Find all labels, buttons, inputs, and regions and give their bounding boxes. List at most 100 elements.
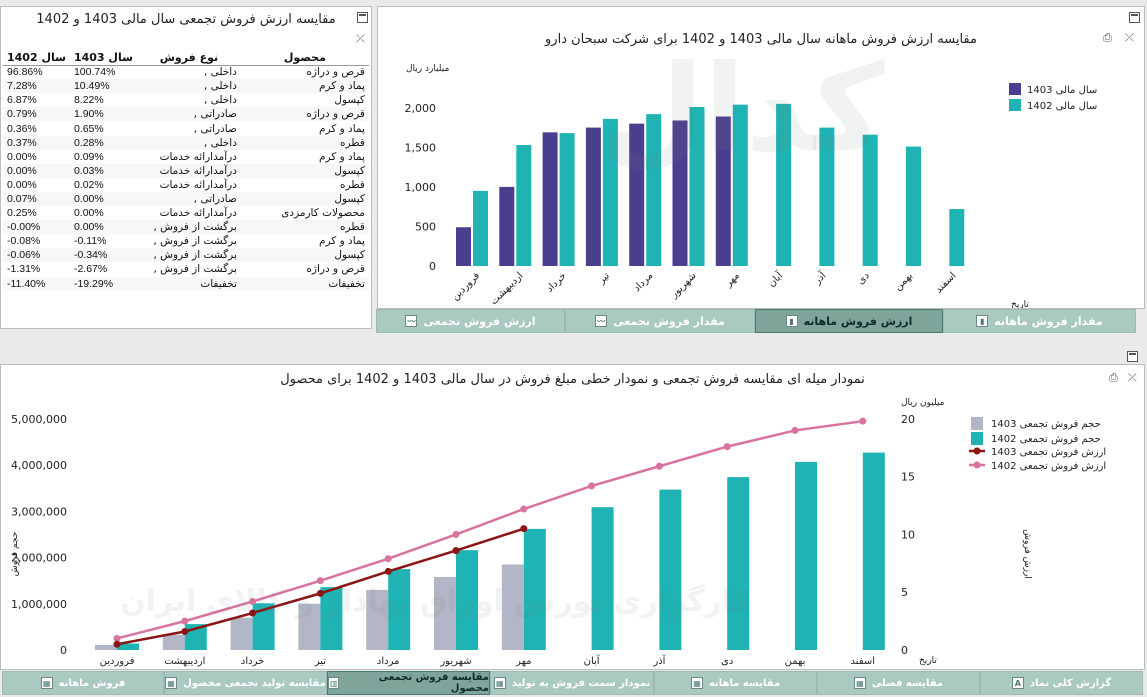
row-value-1403: 0.00% (73, 207, 104, 220)
table-row[interactable]: کپسول درآمدارائه خدمات 0.03% 0.00% (3, 163, 369, 178)
monthly-chart-title: مقایسه ارزش فروش ماهانه سال مالی 1403 و … (545, 31, 977, 47)
x-tick-label: خرداد (544, 270, 568, 294)
maximize-button[interactable] (357, 12, 368, 23)
legend-bar-1403-label: حجم فروش تجمعی 1403 (991, 419, 1101, 430)
point-value-1403 (249, 609, 257, 617)
bar-1403 (456, 227, 471, 266)
table-row[interactable]: پماد و کرم داخلی , 10.49% 7.28% (3, 79, 369, 94)
bottom-tab-2[interactable]: مقایسه ماهانه ▦ (654, 671, 817, 695)
row-sale-type: درآمدارائه خدمات (136, 163, 241, 178)
row-product: کپسول (240, 163, 369, 178)
row-product: قرص و دراژه (306, 66, 365, 79)
bar-volume-1402 (456, 550, 478, 650)
bar-volume-1402 (252, 603, 275, 650)
table-row[interactable]: قرص و دراژه برگشت از فروش , -2.67% -1.31% (3, 262, 369, 276)
table-row[interactable]: تخفیفات تخفیفات -19.29% -11.40% (3, 276, 369, 291)
y-tick-label: 3,000,000 (11, 505, 67, 518)
y-tick-label: 2,000,000 (11, 552, 67, 565)
table-row[interactable]: قطره داخلی , 0.28% 0.37% (3, 135, 369, 150)
tab-label: مقایسه فروش تجمعی محصول (378, 672, 489, 694)
bar-volume-1403 (95, 644, 117, 650)
bar-volume-1402 (659, 489, 682, 650)
legend-line-1402-label: ارزش فروش تجمعی 1402 (991, 461, 1106, 472)
bottom-tabbar: فروش ماهانه ▦ مقایسه تولید تجمعی محصول ▦ مقا… (2, 671, 1143, 695)
y2-tick-label: 15 (901, 471, 915, 484)
row-product: قطره (240, 135, 369, 150)
tab-monthly-amount[interactable]: مقدار فروش ماهانه ▮ (943, 309, 1136, 333)
x-tick-label: تیر (314, 656, 327, 667)
header-product[interactable]: محصول (240, 51, 369, 66)
row-value-1403: 0.00% (69, 220, 137, 235)
table-row[interactable]: کپسول برگشت از فروش , -0.34% -0.06% (3, 248, 369, 263)
cumulative-chart-title: نمودار میله ای مقایسه فروش تجمعی و نمودا… (280, 371, 865, 387)
row-value-1402: -0.06% (3, 248, 70, 263)
x-tick-label: تیر (596, 270, 613, 287)
x-tick-label: مرداد (377, 656, 400, 667)
legend-swatch-1403 (1009, 83, 1021, 95)
x-tick-label: اسفند (851, 656, 875, 667)
print-icon[interactable]: ⎙ (1109, 371, 1118, 384)
table-row[interactable]: قرص و دراژه صادراتی , 1.90% 0.79% (3, 107, 369, 122)
row-product: قرص و دراژه (306, 263, 365, 276)
x-axis-label: تاریخ (919, 656, 937, 666)
bottom-tab-1[interactable]: مقایسه فصلی ▦ (817, 671, 980, 695)
header-sale-type[interactable]: نوع فروش (136, 51, 241, 66)
tab-cumulative-value[interactable]: ارزش فروش تجمعی 〰 (376, 309, 565, 333)
table-row[interactable]: قرص و دراژه داخلی , 100.74% 96.86% (3, 65, 369, 79)
bottom-tab-6[interactable]: فروش ماهانه ▦ (2, 671, 164, 695)
y-tick-label: 1,000,000 (11, 598, 67, 611)
table-row[interactable]: کپسول داخلی , 8.22% 6.87% (3, 93, 369, 107)
x-tick-label: آبان (584, 654, 601, 667)
row-value-1403: 0.65% (73, 122, 104, 135)
header-year-1403[interactable]: سال 1403 (69, 51, 137, 66)
close-filter-icon[interactable]: ⤫ (356, 32, 365, 45)
tab-label: نمودار سمت فروش به تولید (511, 677, 651, 689)
report-icon: ▦ (853, 677, 866, 689)
row-value-1403: -0.34% (69, 248, 137, 263)
tab-cumulative-amount[interactable]: مقدار فروش تجمعی 〰 (565, 309, 755, 333)
bottom-tab-5[interactable]: مقایسه تولید تجمعی محصول ▦ (164, 671, 327, 695)
monthly-bar-chart: 0 500 1,000 1,500 2,000 میلیارد ریال تاریخ فرور… (405, 64, 1098, 309)
maximize-button[interactable] (1127, 351, 1138, 362)
close-filter-icon[interactable]: ⤫ (1128, 371, 1137, 384)
bottom-tab-0[interactable]: گزارش کلی نماد A (980, 671, 1143, 695)
x-tick-label: بهمن (785, 656, 806, 667)
bottom-tab-4[interactable]: مقایسه فروش تجمعی محصول ▥ (327, 671, 490, 695)
maximize-button[interactable] (1129, 12, 1140, 23)
table-panel: مقایسه ارزش فروش تجمعی سال مالی 1403 و 1… (0, 6, 372, 329)
x-tick-label: مهر (722, 270, 741, 289)
table-row[interactable]: قطره برگشت از فروش , 0.00% -0.00% (3, 220, 369, 235)
table-row[interactable]: محصولات کارمزدی درآمدارائه خدمات 0.00% 0.25… (3, 206, 369, 220)
y-tick-label: 2,000 (405, 102, 437, 115)
table-row[interactable]: پماد و کرم برگشت از فروش , -0.11% -0.08% (3, 234, 369, 248)
bar-volume-1403 (162, 634, 185, 650)
bar-chart-icon: ▮ (976, 315, 989, 327)
table-row[interactable]: کپسول صادراتی , 0.00% 0.07% (3, 191, 369, 207)
row-value-1403: 0.28% (69, 135, 137, 150)
row-value-1402: -11.40% (3, 276, 70, 291)
table-row[interactable]: قطره درآمدارائه خدمات 0.02% 0.00% (3, 178, 369, 192)
table-row[interactable]: پماد و کرم درآمدارائه خدمات 0.09% 0.00% (3, 150, 369, 164)
bar-1403 (542, 132, 558, 266)
bar-volume-1403 (298, 603, 321, 650)
x-tick-label: آذر (652, 654, 666, 667)
bar-1402 (602, 118, 618, 267)
report-icon: ▦ (165, 677, 178, 689)
x-tick-label: خرداد (241, 656, 264, 667)
print-icon[interactable]: ⎙ (1103, 31, 1112, 44)
x-tick-label: اردیبهشت (488, 270, 525, 307)
bar-1403 (672, 120, 688, 267)
row-product: پماد و کرم (240, 79, 369, 94)
x-axis-label: تاریخ (1011, 300, 1029, 309)
table-row[interactable]: پماد و کرم صادراتی , 0.65% 0.36% (3, 121, 369, 135)
tab-monthly-value[interactable]: ارزش فروش ماهانه ▮ (755, 309, 943, 333)
watermark-brand: کدال (600, 40, 885, 179)
close-filter-icon[interactable]: ⤫ (1125, 31, 1134, 44)
bar-volume-1402 (727, 477, 750, 650)
bottom-tab-3[interactable]: نمودار سمت فروش به تولید ▦ (490, 671, 654, 695)
row-product: پماد و کرم (318, 235, 365, 248)
x-tick-label: مرداد (632, 270, 656, 294)
legend-line-1403-label: ارزش فروش تجمعی 1403 (991, 447, 1106, 458)
cumulative-combo-chart: 0 1,000,000 2,000,000 3,000,000 4,000,000 5,0… (10, 398, 1106, 667)
header-year-1402[interactable]: سال 1402 (3, 51, 70, 66)
